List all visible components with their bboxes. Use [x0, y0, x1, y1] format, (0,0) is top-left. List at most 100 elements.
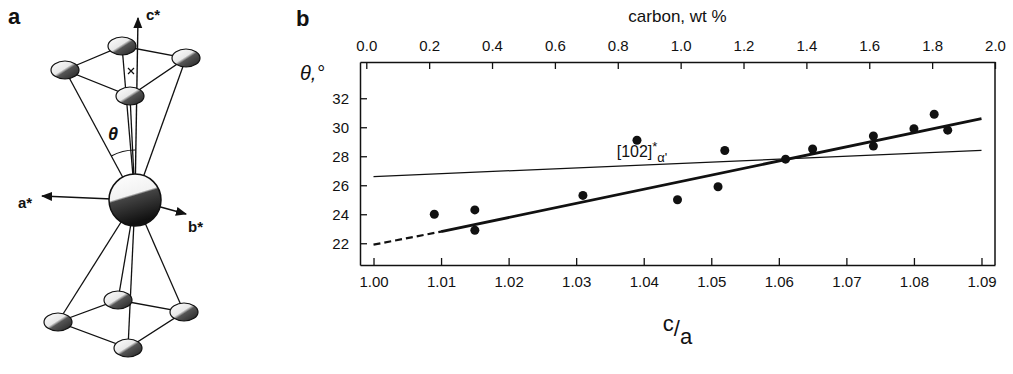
tick-label: 1.05 [697, 273, 726, 290]
tick-mark [743, 62, 744, 69]
tick-mark [644, 258, 645, 265]
tick: 0.8 [608, 37, 629, 69]
tick-label: 1.0 [671, 37, 692, 54]
tick-mark [932, 62, 933, 69]
tick-label: 1.04 [630, 273, 659, 290]
tick-label: 0.2 [419, 37, 440, 54]
tick-mark [806, 62, 807, 69]
line [374, 232, 442, 245]
data-point [470, 226, 479, 235]
y-axis-title: θ,° [300, 62, 324, 84]
tick-mark [711, 258, 712, 265]
line [441, 119, 981, 232]
atom [114, 339, 142, 357]
tick: 0.4 [482, 37, 503, 69]
data-point [578, 191, 587, 200]
tick: 1.00 [359, 258, 388, 290]
tick-label: 1.07 [832, 273, 861, 290]
tick: 24 [332, 206, 367, 223]
tick-mark [680, 62, 681, 69]
tick-mark [981, 258, 982, 265]
tick: 1.0 [671, 37, 692, 69]
data-point [720, 146, 729, 155]
line [374, 150, 982, 176]
tick-label: 0.4 [482, 37, 503, 54]
central-atom [109, 174, 161, 226]
tick-label: 22 [332, 235, 349, 252]
tick: 0.6 [545, 37, 566, 69]
tick-mark [366, 62, 367, 69]
atom [51, 61, 79, 79]
tick-mark [360, 156, 367, 157]
tick: 1.6 [859, 37, 880, 69]
atom [104, 291, 132, 309]
y-axis: 22 24 26 28 30 32 [332, 63, 367, 266]
angle-arc [111, 150, 136, 156]
tick: 1.02 [495, 258, 524, 290]
frame-right [994, 62, 996, 265]
tick: 1.08 [900, 258, 929, 290]
tick-mark [508, 258, 509, 265]
tick-mark [429, 62, 430, 69]
tick: 1.07 [832, 258, 861, 290]
tick-label: 1.4 [796, 37, 817, 54]
data-point [930, 110, 939, 119]
tick: 26 [332, 177, 367, 194]
x-axis-title: c/a [663, 311, 693, 349]
angle-label: θ [108, 124, 118, 144]
tick-mark [869, 62, 870, 69]
line-label: [102]*α' [617, 139, 668, 165]
axis-line [361, 62, 996, 64]
tick: 1.01 [427, 258, 456, 290]
data-point [470, 205, 479, 214]
tick: 22 [332, 235, 367, 252]
tick: 1.06 [765, 258, 794, 290]
tick-label: 1.2 [734, 37, 755, 54]
tick: 1.8 [922, 37, 943, 69]
atom [44, 313, 72, 331]
atom [116, 87, 144, 105]
tick-label: 0.8 [608, 37, 629, 54]
x2-axis-title: carbon, wt % [628, 7, 726, 26]
tick: 1.2 [734, 37, 755, 69]
tick: 28 [332, 148, 367, 165]
tick-mark [360, 214, 367, 215]
tick-label: 1.09 [967, 273, 996, 290]
tick-label: 1.01 [427, 273, 456, 290]
tick-label: 0.6 [545, 37, 566, 54]
tick: 30 [332, 119, 367, 136]
tick-label: 1.8 [922, 37, 943, 54]
tick-label: 26 [332, 177, 349, 194]
tick: 1.04 [630, 258, 659, 290]
tick-label: 2.0 [985, 37, 1006, 54]
tick: 1.05 [697, 258, 726, 290]
panel-label: a [8, 4, 21, 29]
tick-mark [360, 243, 367, 244]
tick: 32 [332, 90, 367, 107]
tick-mark [779, 258, 780, 265]
tick-label: 1.02 [495, 273, 524, 290]
tick-label: 0.0 [356, 37, 377, 54]
centre-cross [128, 68, 134, 74]
tick-mark [846, 258, 847, 265]
tick-mark [618, 62, 619, 69]
tick: 0.0 [356, 37, 377, 69]
axis-line [360, 63, 362, 266]
tick-label: 28 [332, 148, 349, 165]
tick-label: 1.03 [562, 273, 591, 290]
data-point [673, 195, 682, 204]
tick-mark [360, 127, 367, 128]
tick-label: 30 [332, 119, 349, 136]
tick-label: 1.00 [359, 273, 388, 290]
tick: 0.2 [419, 37, 440, 69]
tick-label: 32 [332, 90, 349, 107]
atom [108, 37, 136, 55]
tick-mark [555, 62, 556, 69]
tick-label: 1.08 [900, 273, 929, 290]
tick: 1.09 [967, 258, 996, 290]
tick-mark [373, 258, 374, 265]
panel-label: b [296, 6, 309, 31]
tick-label: 1.6 [859, 37, 880, 54]
figure: ac*a*b*θ1.001.011.021.031.041.051.061.07… [0, 0, 1013, 374]
tick-mark [492, 62, 493, 69]
